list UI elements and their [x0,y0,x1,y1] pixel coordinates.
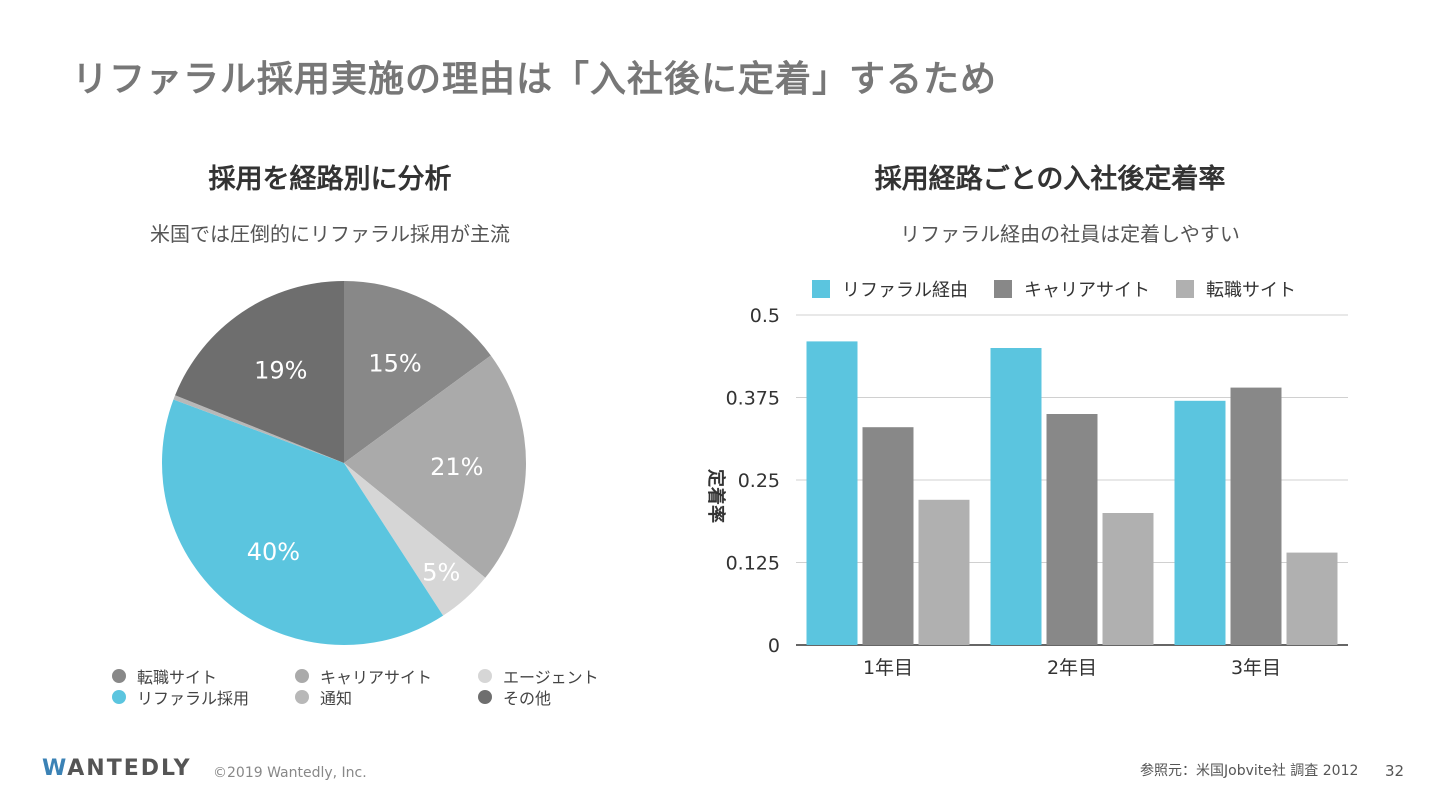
legend-swatch [994,280,1012,298]
pie-legend-item: リファラル採用 [112,687,295,708]
pie-slice-label: 5% [422,558,460,586]
y-axis-label: 定着率 [705,469,727,523]
page-number: 32 [1385,762,1405,780]
wantedly-logo: WANTEDLY [42,756,192,781]
pie-legend-label: 転職サイト [137,667,218,687]
pie-legend-item: その他 [478,687,661,708]
pie-chart: 15% 21% 5% 40% 19% [161,281,526,645]
source-citation: 参照元：米国Jobvite社 調査 2012 [1140,763,1359,779]
pie-legend-item: キャリアサイト [295,666,478,687]
pie-legend: 転職サイト キャリアサイト エージェントリファラル採用 通知 その他 [112,666,652,708]
bar-legend: リファラル経由 キャリアサイト 転職サイト [812,276,1322,302]
legend-dot [478,689,492,704]
bar-legend-item: キャリアサイト [994,276,1150,302]
bar-legend-label: 転職サイト [1206,280,1296,301]
legend-dot [295,668,309,683]
bar [918,499,970,645]
pie-slice [175,281,344,463]
y-tick-label: 0 [768,635,780,657]
bar [806,341,858,645]
bar-legend-item: リファラル経由 [812,276,968,302]
pie-slice-label: 19% [254,357,307,385]
bar [1286,552,1338,645]
bar-chart: 0 0.125 0.25 0.375 0.5 1年目 2年目 3年目 定着率 [705,305,1348,679]
legend-dot [112,689,126,704]
legend-dot [478,668,492,683]
pie-legend-item: 転職サイト [112,666,295,687]
x-tick-label: 1年目 [863,657,913,679]
bar [990,348,1042,645]
bar [1102,513,1154,645]
legend-swatch [1176,280,1194,298]
pie-panel-subtitle: 米国では圧倒的にリファラル採用が主流 [150,222,510,246]
pie-slice-label: 15% [368,349,421,377]
pie-panel-title: 採用を経路別に分析 [208,164,452,195]
bar [1046,414,1098,645]
x-tick-label: 2年目 [1047,657,1097,679]
bar-panel-subtitle: リファラル経由の社員は定着しやすい [900,222,1240,246]
pie-legend-item: エージェント [478,666,661,687]
y-tick-label: 0.125 [726,553,780,575]
pie-legend-label: リファラル採用 [137,688,250,708]
bar-legend-item: 転職サイト [1176,276,1296,302]
bar-legend-label: リファラル経由 [842,280,968,301]
pie-slice-label: 40% [247,538,300,566]
pie-legend-label: キャリアサイト [320,667,433,687]
legend-dot [112,668,126,683]
pie-slice [161,399,444,645]
pie-slice [173,395,344,463]
y-tick-label: 0.25 [738,470,780,492]
y-tick-label: 0.375 [726,388,780,410]
pie-slice-label: 21% [430,453,483,481]
pie-legend-label: エージェント [503,667,599,687]
copyright-text: ©2019 Wantedly, Inc. [213,765,367,781]
bar [1174,400,1226,645]
x-tick-label: 3年目 [1231,657,1281,679]
legend-dot [295,689,309,704]
pie-legend-label: 通知 [320,688,353,708]
y-tick-label: 0.5 [750,305,780,327]
pie-legend-item: 通知 [295,687,478,708]
bar [1230,387,1282,645]
bar-legend-label: キャリアサイト [1024,280,1150,301]
pie-legend-label: その他 [503,688,552,708]
pie-slice [344,463,486,616]
legend-swatch [812,280,830,298]
pie-slice [344,355,526,578]
bar [862,427,914,645]
slide-title: リファラル採用実施の理由は「入社後に定着」するため [72,59,998,100]
pie-slice [344,281,491,463]
bar-panel-title: 採用経路ごとの入社後定着率 [874,164,1226,195]
